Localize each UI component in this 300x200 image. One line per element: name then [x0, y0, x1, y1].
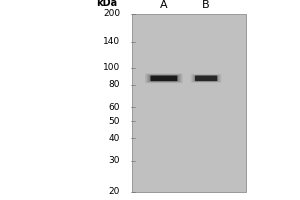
FancyBboxPatch shape	[148, 75, 180, 82]
Text: 200: 200	[103, 9, 120, 19]
Bar	[132, 14, 246, 192]
Text: 60: 60	[109, 103, 120, 112]
Text: kDa: kDa	[96, 0, 117, 8]
Text: 140: 140	[103, 37, 120, 46]
FancyBboxPatch shape	[195, 76, 217, 81]
FancyBboxPatch shape	[150, 75, 178, 81]
FancyBboxPatch shape	[194, 75, 218, 81]
FancyBboxPatch shape	[151, 76, 177, 81]
Text: A: A	[160, 0, 168, 10]
FancyBboxPatch shape	[145, 74, 183, 83]
Text: 30: 30	[109, 156, 120, 165]
FancyBboxPatch shape	[147, 74, 181, 83]
Text: 50: 50	[109, 117, 120, 126]
Text: 100: 100	[103, 63, 120, 72]
Text: 80: 80	[109, 80, 120, 89]
Text: 40: 40	[109, 134, 120, 143]
FancyBboxPatch shape	[192, 75, 220, 82]
Text: B: B	[202, 0, 210, 10]
FancyBboxPatch shape	[193, 75, 219, 82]
Text: 20: 20	[109, 188, 120, 196]
FancyBboxPatch shape	[191, 74, 221, 83]
